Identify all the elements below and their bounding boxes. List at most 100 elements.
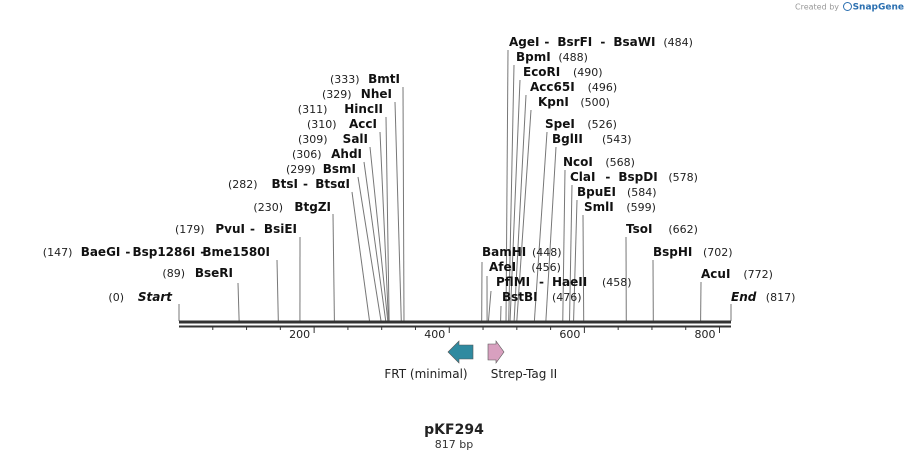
feature-arrow <box>447 340 474 364</box>
end-label: End <box>731 290 757 304</box>
enzyme-name: BstBI <box>502 290 538 304</box>
name-separator: - <box>125 245 130 259</box>
site-stem <box>509 79 521 322</box>
site-position: (329) <box>322 88 352 101</box>
features: FRT (minimal) Strep-Tag II <box>384 340 557 381</box>
site-stem <box>332 213 335 322</box>
enzyme-name: BtsI <box>272 177 299 191</box>
site-stems <box>178 49 732 322</box>
enzyme-name: NcoI <box>563 155 593 169</box>
enzyme-name: BsmI <box>323 162 356 176</box>
enzyme-name: Bsp1286I <box>132 245 195 259</box>
site-position: (456) <box>531 261 561 274</box>
site-stem <box>505 49 509 322</box>
site-position: (299) <box>286 163 316 176</box>
site-position: (89) <box>162 267 185 280</box>
enzyme-name: HaeII <box>552 275 587 289</box>
plasmid-name: pKF294 <box>424 422 484 438</box>
site-position: (311) <box>298 103 328 116</box>
site-position: (584) <box>627 186 657 199</box>
name-separator: - <box>250 222 255 236</box>
ruler-ticks: 200 400 600 800 <box>212 327 721 341</box>
name-separator: - <box>605 170 610 184</box>
enzyme-name: BseRI <box>195 266 233 280</box>
sequence-backbone <box>179 320 731 328</box>
site-position: (488) <box>558 51 588 64</box>
feature-label: FRT (minimal) <box>384 367 467 381</box>
enzyme-name: PflMI <box>496 275 530 289</box>
site-position: (490) <box>573 66 603 79</box>
site-stem <box>385 116 390 322</box>
enzyme-name: BsiEI <box>264 222 297 236</box>
site-stem <box>508 64 515 322</box>
site-stem <box>351 191 371 322</box>
site-stem <box>516 109 532 322</box>
site-labels: (89) BseRI(147) Bme1580I-Bsp1286I-BaeGI(17… <box>43 35 796 304</box>
site-stem <box>533 131 548 322</box>
name-separator: - <box>303 177 308 191</box>
plasmid-length: 817 bp <box>435 438 473 451</box>
enzyme-name: BspHI <box>653 245 692 259</box>
name-separator: - <box>200 245 205 259</box>
enzyme-name: BtgZI <box>294 200 331 214</box>
site-position: (543) <box>602 133 632 146</box>
enzyme-name: ClaI <box>570 170 595 184</box>
enzyme-name: BspDI <box>618 170 657 184</box>
enzyme-name: SpeI <box>545 117 575 131</box>
site-stem <box>237 282 240 322</box>
enzyme-name: KpnI <box>538 95 569 109</box>
site-stem <box>363 161 387 322</box>
site-position: (484) <box>663 36 693 49</box>
enzyme-name: Acc65I <box>530 80 575 94</box>
site-position: (448) <box>532 246 562 259</box>
site-position: (310) <box>307 118 337 131</box>
site-position: (772) <box>743 268 773 281</box>
enzyme-name: BsaWI <box>613 35 655 49</box>
site-position: (578) <box>668 171 698 184</box>
site-stem <box>276 259 279 322</box>
enzyme-name: AhdI <box>331 147 362 161</box>
enzyme-name: SalI <box>343 132 368 146</box>
site-position: (526) <box>587 118 617 131</box>
site-stem <box>487 290 492 322</box>
site-stem <box>369 146 389 322</box>
site-position: (662) <box>668 223 698 236</box>
enzyme-name: NheI <box>361 87 392 101</box>
credit: Created by SnapGene <box>795 2 904 13</box>
site-position: (282) <box>228 178 258 191</box>
enzyme-name: BmtI <box>368 72 400 86</box>
site-position: (476) <box>552 291 582 304</box>
enzyme-name: BsrFI <box>557 35 592 49</box>
tick-label: 800 <box>695 328 716 341</box>
name-separator: - <box>544 35 549 49</box>
enzyme-name: PvuI <box>215 222 245 236</box>
site-stem <box>562 169 566 322</box>
site-stem <box>513 94 527 322</box>
enzyme-name: AccI <box>349 117 377 131</box>
name-separator: - <box>600 35 605 49</box>
enzyme-name: BpmI <box>516 50 551 64</box>
tick-label: 600 <box>559 328 580 341</box>
credit-prefix: Created by <box>795 2 840 12</box>
enzyme-name: BaeGI <box>81 245 121 259</box>
enzyme-name: BamHI <box>482 245 526 259</box>
enzyme-name: BglII <box>552 132 583 146</box>
site-stem <box>357 176 382 322</box>
site-stem <box>545 146 557 322</box>
end-label: Start <box>138 290 173 304</box>
enzyme-name: EcoRI <box>523 65 560 79</box>
site-stem <box>573 199 578 322</box>
tick-label: 400 <box>424 328 445 341</box>
enzyme-name: BtsαI <box>315 177 350 191</box>
site-stem <box>379 131 389 322</box>
site-position: (599) <box>626 201 656 214</box>
enzyme-name: AfeI <box>489 260 516 274</box>
site-position: (306) <box>292 148 322 161</box>
site-position: (496) <box>588 81 618 94</box>
enzyme-name: AcuI <box>701 267 730 281</box>
site-stem <box>402 86 405 322</box>
enzyme-name: Bme1580I <box>202 245 270 259</box>
site-position: (0) <box>108 291 124 304</box>
feature-label: Strep-Tag II <box>491 367 557 381</box>
